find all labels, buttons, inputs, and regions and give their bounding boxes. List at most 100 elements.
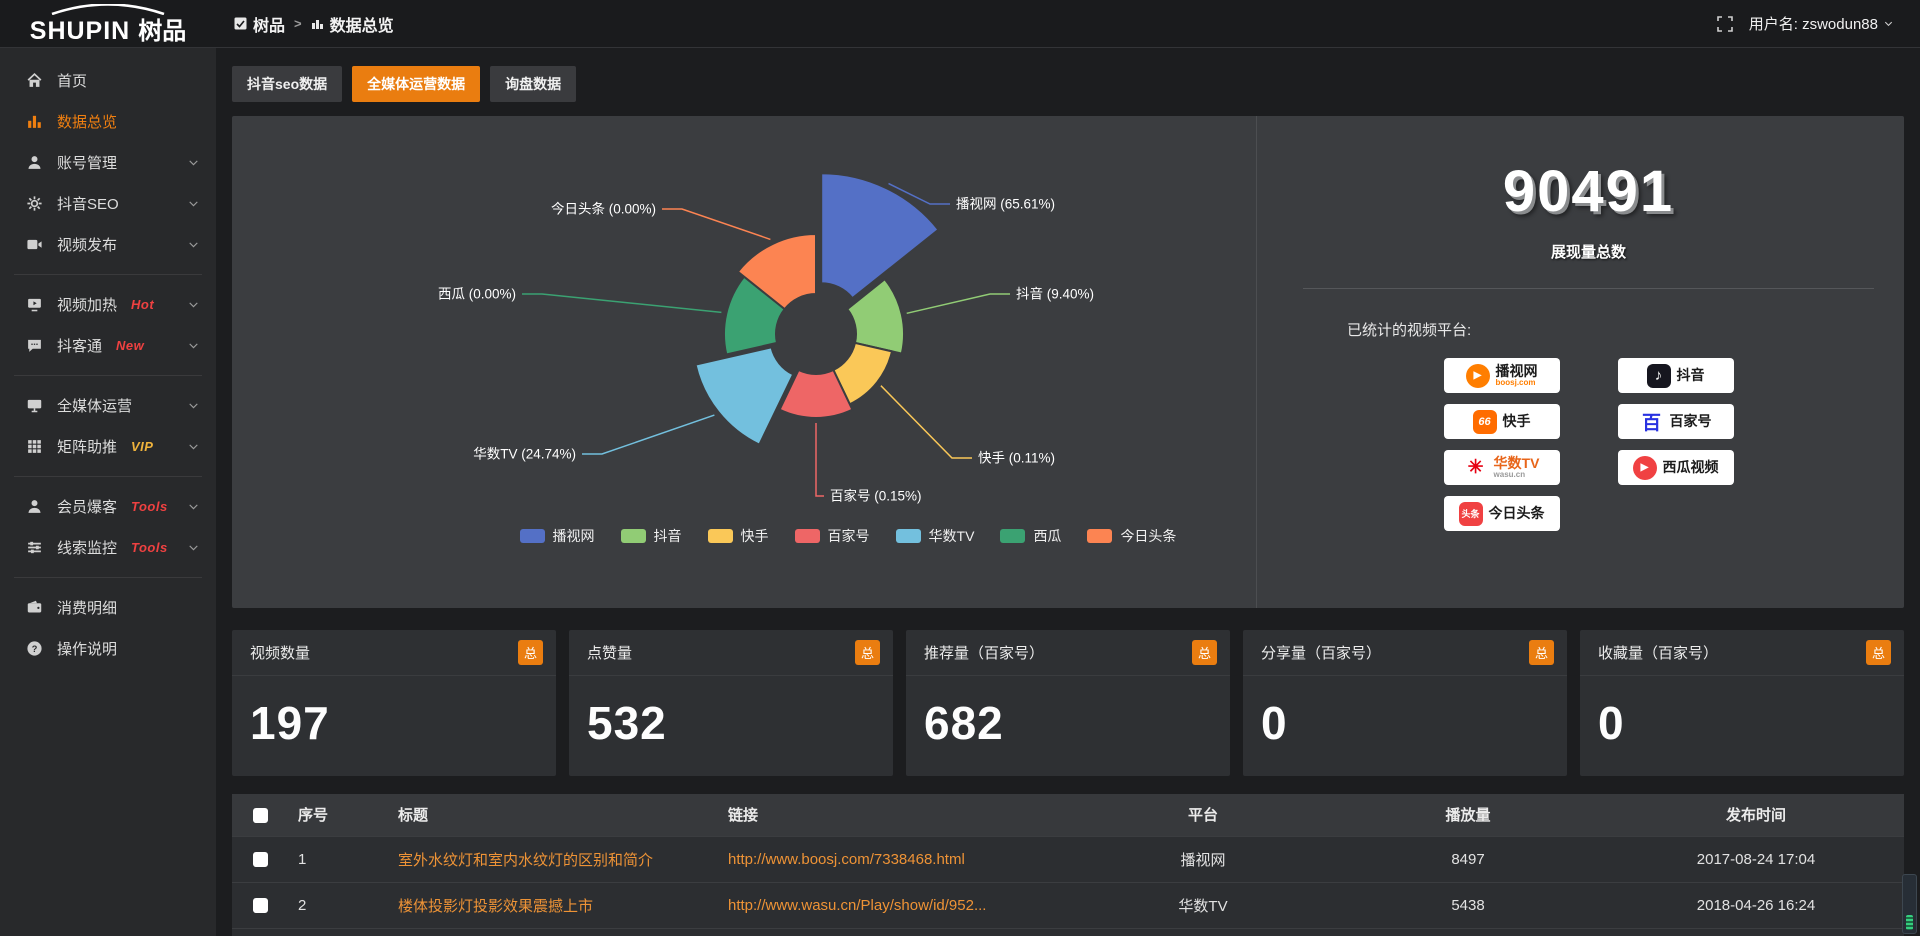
sidebar-item-badge: VIP	[131, 439, 154, 454]
legend-item-快手[interactable]: 快手	[707, 526, 769, 546]
rose-slice-华数TV[interactable]	[694, 346, 795, 447]
tab-询盘数据[interactable]: 询盘数据	[490, 66, 577, 102]
column-header-发布时间[interactable]: 发布时间	[1725, 807, 1786, 825]
total-badge[interactable]: 总	[1192, 640, 1217, 665]
legend-label: 播视网	[552, 528, 595, 544]
legend-item-播视网[interactable]: 播视网	[519, 526, 595, 546]
label-line-百家号	[815, 423, 824, 497]
table-row-partial	[232, 928, 1904, 936]
platform-badge-西瓜视频: ▶ 西瓜视频	[1617, 450, 1734, 485]
summary-panel: 90491 展现量总数 已统计的视频平台: ▶ 播视网 boosj.com ♪ 抖音 66…	[1256, 116, 1920, 608]
sidebar-item-label: 视频发布	[57, 237, 118, 254]
legend-label: 华数TV	[928, 528, 975, 544]
total-badge[interactable]: 总	[855, 640, 880, 665]
cell-title[interactable]: 室外水纹灯和室内水纹灯的区别和简介	[398, 851, 654, 869]
sidebar-item-消费明细[interactable]: 消费明细	[0, 587, 216, 628]
rose-slice-播视网[interactable]	[820, 172, 940, 300]
legend-item-西瓜[interactable]: 西瓜	[1000, 526, 1061, 546]
platform-name: 今日头条	[1488, 505, 1545, 522]
sidebar-item-全媒体运营[interactable]: 全媒体运营	[0, 385, 216, 426]
sidebar-item-视频发布[interactable]: 视频发布	[0, 224, 216, 265]
total-badge[interactable]: 总	[1529, 640, 1554, 665]
slice-label-华数TV: 华数TV (24.74%)	[473, 447, 576, 462]
breadcrumb: 树品 > 数据总览	[234, 12, 394, 36]
row-checkbox[interactable]	[252, 852, 268, 868]
platform-badge-百家号: 百百家号	[1617, 404, 1734, 439]
sidebar-divider	[14, 476, 202, 477]
sidebar-item-数据总览[interactable]: 数据总览	[0, 101, 216, 142]
platform-name: 抖音	[1676, 367, 1705, 384]
fullscreen-icon[interactable]	[1716, 15, 1733, 32]
sidebar-item-操作说明[interactable]: ? 操作说明	[0, 628, 216, 669]
label-line-今日头条	[662, 208, 771, 241]
cell-link[interactable]: http://www.wasu.cn/Play/show/id/952...	[728, 896, 987, 914]
sidebar-divider	[14, 375, 202, 376]
column-header-播放量[interactable]: 播放量	[1445, 807, 1491, 825]
cell-title[interactable]: 楼体投影灯投影效果震撼上市	[398, 897, 594, 915]
legend-item-百家号[interactable]: 百家号	[794, 526, 870, 546]
scrollbar[interactable]	[1902, 874, 1917, 934]
platform-name: 百家号	[1669, 413, 1712, 430]
tab-全媒体运营数据[interactable]: 全媒体运营数据	[352, 66, 481, 102]
rose-chart[interactable]: 播视网 (65.61%) 抖音 (9.40%) 快手 (0.11%) 百家号 (0.1…	[232, 124, 1256, 524]
sidebar-item-视频加热[interactable]: 视频加热 Hot	[0, 284, 216, 325]
total-badge[interactable]: 总	[518, 640, 543, 665]
column-header-链接[interactable]: 链接	[728, 807, 759, 825]
sidebar-item-矩阵助推[interactable]: 矩阵助推 VIP	[0, 426, 216, 467]
rose-slice-百家号[interactable]	[778, 368, 854, 419]
table-header-row: 序号 标题 链接 平台 播放量 发布时间	[232, 794, 1904, 836]
svg-text:?: ?	[32, 644, 38, 654]
kuaishou-logo-icon: 66	[1472, 409, 1497, 434]
sidebar-item-抖音SEO[interactable]: 抖音SEO	[0, 183, 216, 224]
home-icon	[27, 72, 42, 87]
data-tabs: 抖音seo数据 全媒体运营数据 询盘数据	[232, 66, 1904, 102]
legend-label: 抖音	[653, 528, 682, 544]
rose-slice-抖音[interactable]	[845, 277, 905, 355]
sidebar-item-抖客通[interactable]: 抖客通 New	[0, 325, 216, 366]
column-header-平台[interactable]: 平台	[1187, 807, 1218, 825]
sidebar-item-线索监控[interactable]: 线索监控 Tools	[0, 527, 216, 568]
boosj-logo-icon: ▶	[1465, 363, 1490, 388]
legend-swatch	[1000, 529, 1026, 543]
column-header-序号[interactable]: 序号	[298, 807, 329, 825]
chevron-down-icon	[189, 302, 198, 308]
select-all-checkbox[interactable]	[252, 807, 268, 823]
stat-card-value: 682	[924, 697, 1004, 749]
sidebar-item-badge: Hot	[131, 297, 155, 312]
slice-label-抖音: 抖音 (9.40%)	[1016, 286, 1094, 302]
sidebar-item-账号管理[interactable]: 账号管理	[0, 142, 216, 183]
column-header-标题[interactable]: 标题	[398, 807, 429, 825]
toutiao-logo-icon: 头条	[1458, 501, 1483, 526]
row-checkbox[interactable]	[252, 898, 268, 914]
app-square-icon	[234, 17, 247, 30]
user-icon	[28, 500, 41, 513]
wasu-logo-icon: ✳	[1467, 457, 1484, 478]
sidebar-item-首页[interactable]: 首页	[0, 60, 216, 101]
bar-chart-icon	[311, 20, 323, 29]
chevron-down-icon	[189, 201, 198, 207]
legend-swatch	[519, 529, 545, 543]
cell-link[interactable]: http://www.boosj.com/7338468.html	[728, 850, 965, 868]
sidebar-item-badge: New	[116, 338, 145, 353]
scrollbar-thumb[interactable]	[1906, 915, 1913, 930]
platform-name: 播视网 boosj.com	[1495, 363, 1538, 387]
sidebar-item-会员爆客[interactable]: 会员爆客 Tools	[0, 486, 216, 527]
stat-card-推荐量（百家号）: 推荐量（百家号） 总 682	[906, 630, 1230, 776]
legend-swatch	[620, 529, 646, 543]
stat-card-title: 收藏量（百家号）	[1598, 645, 1719, 662]
stat-card-value: 0	[1261, 697, 1288, 749]
sidebar-item-label: 会员爆客	[57, 499, 118, 516]
legend-item-今日头条[interactable]: 今日头条	[1087, 526, 1176, 546]
legend-item-抖音[interactable]: 抖音	[620, 526, 682, 546]
legend-item-华数TV[interactable]: 华数TV	[895, 526, 975, 546]
legend-label: 百家号	[827, 528, 870, 544]
breadcrumb-item-current[interactable]: 数据总览	[311, 12, 394, 36]
breadcrumb-item-home[interactable]: 树品	[234, 12, 285, 36]
tab-抖音seo数据[interactable]: 抖音seo数据	[232, 66, 343, 102]
wallet-icon	[27, 600, 42, 613]
user-menu[interactable]: 用户名: zswodun88	[1749, 13, 1894, 34]
total-badge[interactable]: 总	[1866, 640, 1891, 665]
rose-slice-今日头条[interactable]	[736, 232, 817, 311]
platform-badge-快手: 66 快手	[1443, 404, 1560, 439]
chevron-down-icon	[189, 160, 198, 166]
